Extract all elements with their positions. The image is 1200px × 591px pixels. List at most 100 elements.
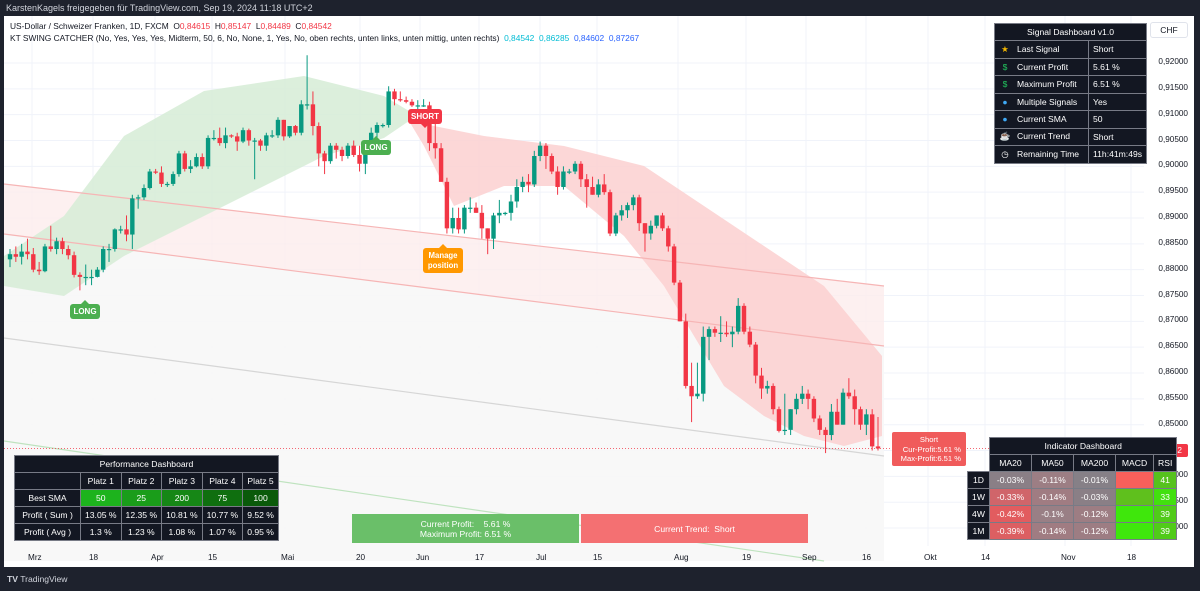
candle[interactable] bbox=[561, 166, 566, 190]
candle[interactable] bbox=[456, 207, 461, 234]
candle[interactable] bbox=[135, 194, 141, 209]
candle[interactable] bbox=[60, 237, 65, 255]
candle[interactable] bbox=[817, 415, 822, 436]
candle[interactable] bbox=[497, 199, 502, 224]
candle[interactable] bbox=[602, 174, 607, 195]
candle[interactable] bbox=[572, 161, 578, 175]
candle[interactable] bbox=[642, 223, 648, 252]
candle[interactable] bbox=[234, 132, 240, 151]
candle[interactable] bbox=[223, 127, 228, 149]
candle[interactable] bbox=[485, 228, 490, 255]
candle[interactable] bbox=[701, 326, 706, 402]
candle[interactable] bbox=[450, 207, 455, 234]
candle[interactable] bbox=[462, 205, 467, 234]
candle[interactable] bbox=[502, 211, 508, 216]
candle[interactable] bbox=[25, 238, 30, 260]
candle[interactable] bbox=[380, 123, 386, 128]
candle[interactable] bbox=[829, 404, 834, 441]
candle[interactable] bbox=[491, 212, 496, 250]
currency-button[interactable]: CHF bbox=[1150, 22, 1188, 38]
symbol-name[interactable]: US-Dollar / Schweizer Franken, 1D, FXCM bbox=[10, 21, 169, 31]
candle[interactable] bbox=[170, 171, 176, 186]
candle[interactable] bbox=[625, 202, 630, 219]
candle[interactable] bbox=[578, 161, 584, 188]
short-signal-tag[interactable]: SHORT bbox=[408, 109, 442, 128]
candle[interactable] bbox=[194, 153, 199, 168]
candle[interactable] bbox=[322, 150, 327, 175]
candle[interactable] bbox=[567, 168, 572, 175]
candle[interactable] bbox=[776, 406, 782, 433]
candle[interactable] bbox=[403, 96, 409, 104]
candle[interactable] bbox=[211, 130, 217, 141]
candle[interactable] bbox=[753, 342, 758, 384]
candle[interactable] bbox=[421, 99, 426, 107]
candle[interactable] bbox=[176, 150, 182, 177]
candle[interactable] bbox=[165, 181, 170, 188]
candle[interactable] bbox=[473, 202, 479, 213]
candle[interactable] bbox=[631, 194, 636, 211]
candle[interactable] bbox=[77, 272, 83, 291]
candle[interactable] bbox=[304, 55, 310, 110]
candle[interactable] bbox=[805, 389, 811, 410]
candle[interactable] bbox=[532, 150, 537, 188]
tradingview-logo[interactable]: TV TradingView bbox=[7, 574, 68, 584]
candle[interactable] bbox=[695, 362, 700, 399]
candle[interactable] bbox=[852, 389, 857, 425]
candle[interactable] bbox=[706, 326, 712, 361]
candle[interactable] bbox=[83, 264, 88, 286]
candle[interactable] bbox=[240, 127, 246, 144]
candle[interactable] bbox=[252, 137, 257, 180]
candle[interactable] bbox=[514, 179, 520, 208]
candle[interactable] bbox=[106, 243, 112, 262]
candle[interactable] bbox=[800, 385, 805, 405]
candle[interactable] bbox=[718, 316, 723, 343]
long-signal-tag[interactable]: LONG bbox=[361, 136, 391, 155]
candle[interactable] bbox=[392, 88, 397, 106]
chart-area[interactable]: US-Dollar / Schweizer Franken, 1D, FXCM … bbox=[4, 16, 1194, 567]
candle[interactable] bbox=[205, 135, 211, 169]
candle[interactable] bbox=[351, 140, 356, 158]
candle[interactable] bbox=[141, 184, 147, 200]
candle[interactable] bbox=[200, 153, 205, 169]
candle[interactable] bbox=[13, 246, 19, 262]
candle[interactable] bbox=[229, 134, 234, 138]
candle[interactable] bbox=[747, 326, 753, 348]
candle[interactable] bbox=[811, 396, 817, 423]
candle[interactable] bbox=[555, 166, 560, 195]
candle[interactable] bbox=[415, 100, 420, 110]
candle[interactable] bbox=[549, 153, 554, 175]
candle[interactable] bbox=[42, 243, 48, 273]
candle[interactable] bbox=[118, 225, 123, 234]
candle[interactable] bbox=[543, 143, 549, 169]
candle[interactable] bbox=[619, 205, 624, 221]
candle[interactable] bbox=[130, 194, 135, 250]
candle[interactable] bbox=[846, 378, 852, 399]
candle[interactable] bbox=[636, 194, 642, 231]
candle[interactable] bbox=[159, 166, 164, 188]
candle[interactable] bbox=[759, 367, 764, 399]
candle[interactable] bbox=[95, 267, 100, 278]
candle[interactable] bbox=[246, 128, 252, 146]
candle[interactable] bbox=[188, 160, 193, 174]
manage-signal-tag[interactable]: Manage position bbox=[423, 244, 463, 273]
candle[interactable] bbox=[89, 269, 94, 286]
candle[interactable] bbox=[48, 225, 53, 252]
long-signal-tag[interactable]: LONG bbox=[70, 300, 100, 319]
candle[interactable] bbox=[794, 393, 799, 415]
candle[interactable] bbox=[648, 220, 654, 240]
candle[interactable] bbox=[112, 228, 118, 252]
candle[interactable] bbox=[357, 145, 362, 172]
candle[interactable] bbox=[520, 176, 525, 193]
candle[interactable] bbox=[660, 212, 665, 231]
candle[interactable] bbox=[310, 91, 316, 136]
candle[interactable] bbox=[433, 122, 438, 159]
candle[interactable] bbox=[7, 249, 13, 268]
candle[interactable] bbox=[374, 122, 380, 138]
candle[interactable] bbox=[217, 127, 222, 146]
indicator-name[interactable]: KT SWING CATCHER (No, Yes, Yes, Yes, Mid… bbox=[10, 33, 500, 43]
candle[interactable] bbox=[182, 150, 187, 172]
candle[interactable] bbox=[293, 125, 298, 136]
candle[interactable] bbox=[823, 427, 828, 454]
candle[interactable] bbox=[858, 406, 863, 430]
candle[interactable] bbox=[875, 416, 881, 451]
